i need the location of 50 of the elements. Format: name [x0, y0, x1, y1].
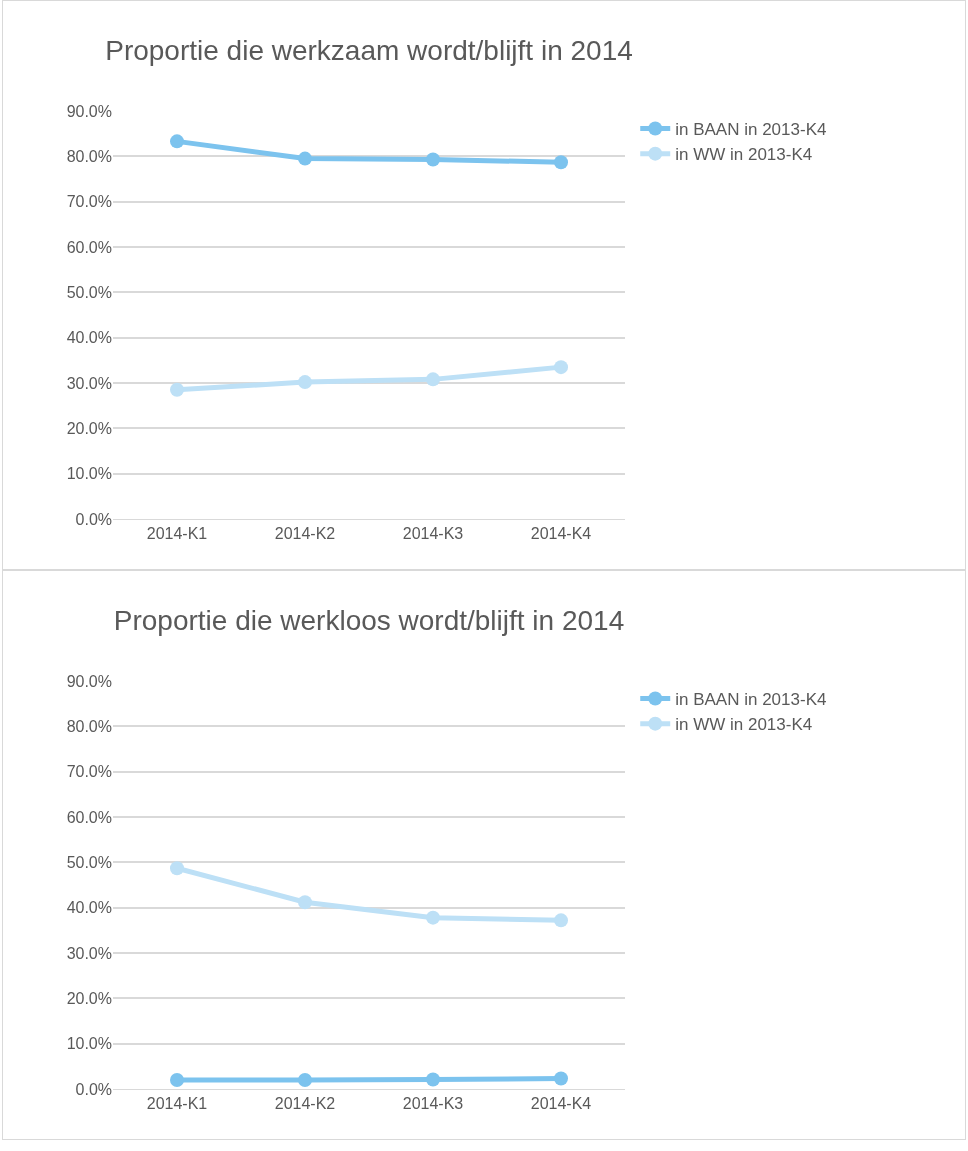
legend-label: in WW in 2013-K4: [675, 145, 813, 165]
point: [170, 134, 184, 149]
point: [426, 372, 440, 387]
point: [554, 913, 568, 928]
point: [298, 151, 312, 166]
point: [298, 1072, 312, 1087]
legend-label: in BAAN in 2013-K4: [675, 120, 827, 140]
x-tick-label: 2014-K2: [274, 525, 336, 543]
x-tick-label: 2014-K2: [274, 1095, 336, 1113]
y-tick-label: 50.0%: [66, 283, 112, 301]
y-tick-label: 0.0%: [75, 1080, 112, 1098]
y-tick-label: 80.0%: [66, 717, 112, 735]
y-tick-label: 60.0%: [66, 808, 112, 826]
y-tick-label: 20.0%: [66, 419, 112, 437]
y-tick-label: 80.0%: [66, 147, 112, 165]
legend-label: in BAAN in 2013-K4: [675, 690, 827, 710]
y-tick-label: 40.0%: [66, 899, 112, 917]
point: [170, 861, 184, 876]
point: [170, 382, 184, 397]
y-tick-label: 90.0%: [66, 672, 112, 690]
x-tick-label: 2014-K3: [402, 525, 464, 543]
y-tick-label: 60.0%: [66, 238, 112, 256]
chart-title: Proportie die werkzaam wordt/blijft in 2014: [105, 35, 633, 67]
point: [554, 360, 568, 375]
point: [426, 910, 440, 925]
y-tick-label: 10.0%: [66, 1035, 112, 1053]
x-tick-label: 2014-K4: [530, 1095, 592, 1113]
point: [170, 1072, 184, 1087]
point: [426, 152, 440, 167]
y-tick-label: 20.0%: [66, 989, 112, 1007]
y-tick-label: 70.0%: [66, 193, 112, 211]
y-tick-label: 10.0%: [66, 465, 112, 483]
y-tick-label: 70.0%: [66, 763, 112, 781]
x-tick-label: 2014-K1: [146, 525, 208, 543]
y-tick-label: 50.0%: [66, 853, 112, 871]
chart-title: Proportie die werkloos wordt/blijft in 2014: [113, 605, 625, 637]
x-tick-label: 2014-K4: [530, 525, 592, 543]
point: [554, 155, 568, 170]
y-tick-label: 30.0%: [66, 944, 112, 962]
legend-label: in WW in 2013-K4: [675, 715, 813, 735]
point: [426, 1072, 440, 1087]
y-tick-label: 40.0%: [66, 329, 112, 347]
x-tick-label: 2014-K3: [402, 1095, 464, 1113]
x-tick-label: 2014-K1: [146, 1095, 208, 1113]
point: [554, 1071, 568, 1086]
y-tick-label: 90.0%: [66, 102, 112, 120]
y-tick-label: 30.0%: [66, 374, 112, 392]
point: [298, 375, 312, 390]
point: [298, 895, 312, 910]
y-tick-label: 0.0%: [75, 510, 112, 528]
